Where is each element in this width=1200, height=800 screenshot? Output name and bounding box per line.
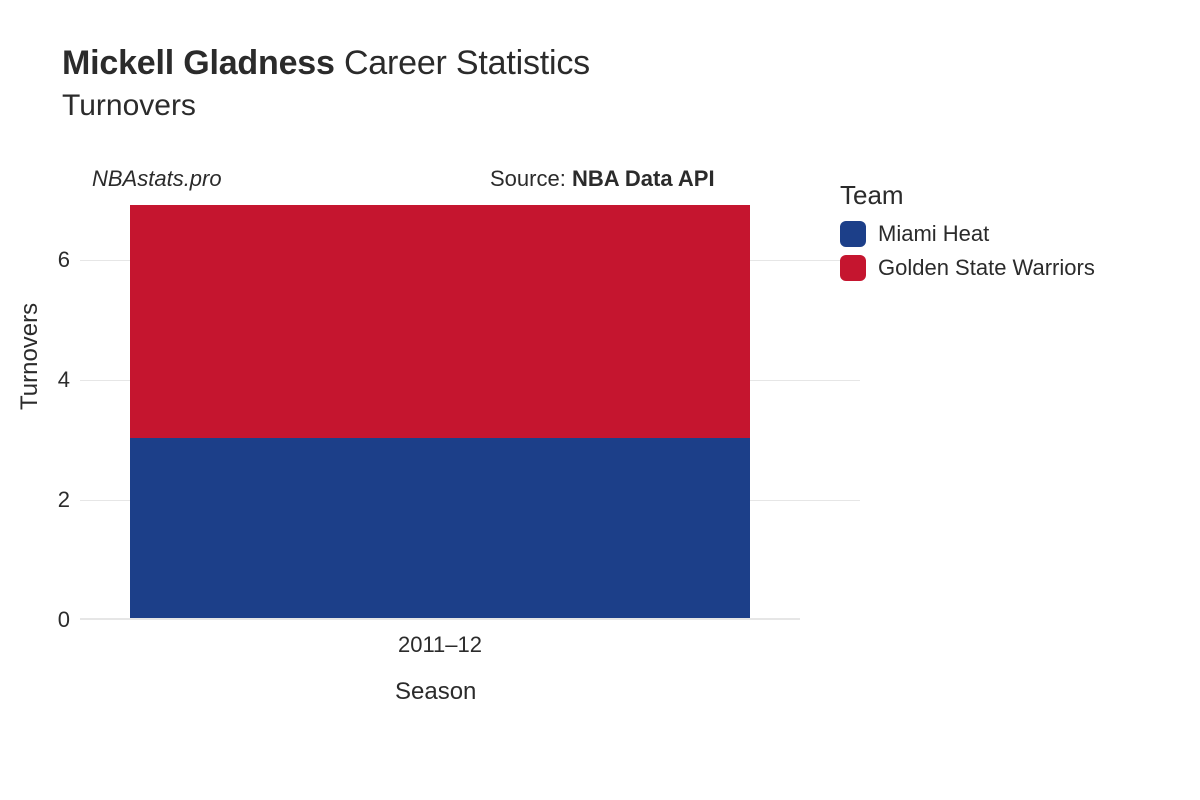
chart-title-player: Mickell Gladness [62, 44, 335, 82]
legend-title: Team [840, 180, 1095, 211]
legend-item: Miami Heat [840, 221, 1095, 247]
legend-item: Golden State Warriors [840, 255, 1095, 281]
chart-container: Mickell Gladness Career Statistics Turno… [0, 0, 1200, 800]
chart-subtitle: Turnovers [62, 89, 590, 123]
source-attribution: Source: NBA Data API [490, 166, 715, 192]
legend-label: Golden State Warriors [878, 255, 1095, 281]
x-tick-label: 2011–12 [80, 632, 800, 658]
legend-swatch [840, 255, 866, 281]
title-block: Mickell Gladness Career Statistics Turno… [62, 44, 590, 123]
site-branding: NBAstats.pro [92, 166, 222, 192]
plot-area: 0246 [80, 200, 800, 620]
y-tick-label: 6 [30, 247, 70, 273]
bar-segment [130, 438, 749, 618]
legend-swatch [840, 221, 866, 247]
x-axis-line [80, 618, 800, 620]
source-name: NBA Data API [572, 166, 715, 191]
x-axis-label: Season [395, 678, 476, 706]
y-tick-label: 4 [30, 367, 70, 393]
y-tick-label: 0 [30, 607, 70, 633]
bar-stack [130, 204, 749, 618]
chart-title: Mickell Gladness Career Statistics [62, 44, 590, 83]
bar-segment [130, 204, 749, 438]
legend: Team Miami Heat Golden State Warriors [840, 180, 1095, 289]
source-prefix: Source: [490, 166, 572, 191]
y-tick-label: 2 [30, 487, 70, 513]
y-axis-label: Turnovers [16, 303, 44, 410]
chart-title-suffix: Career Statistics [335, 44, 590, 82]
legend-label: Miami Heat [878, 221, 989, 247]
